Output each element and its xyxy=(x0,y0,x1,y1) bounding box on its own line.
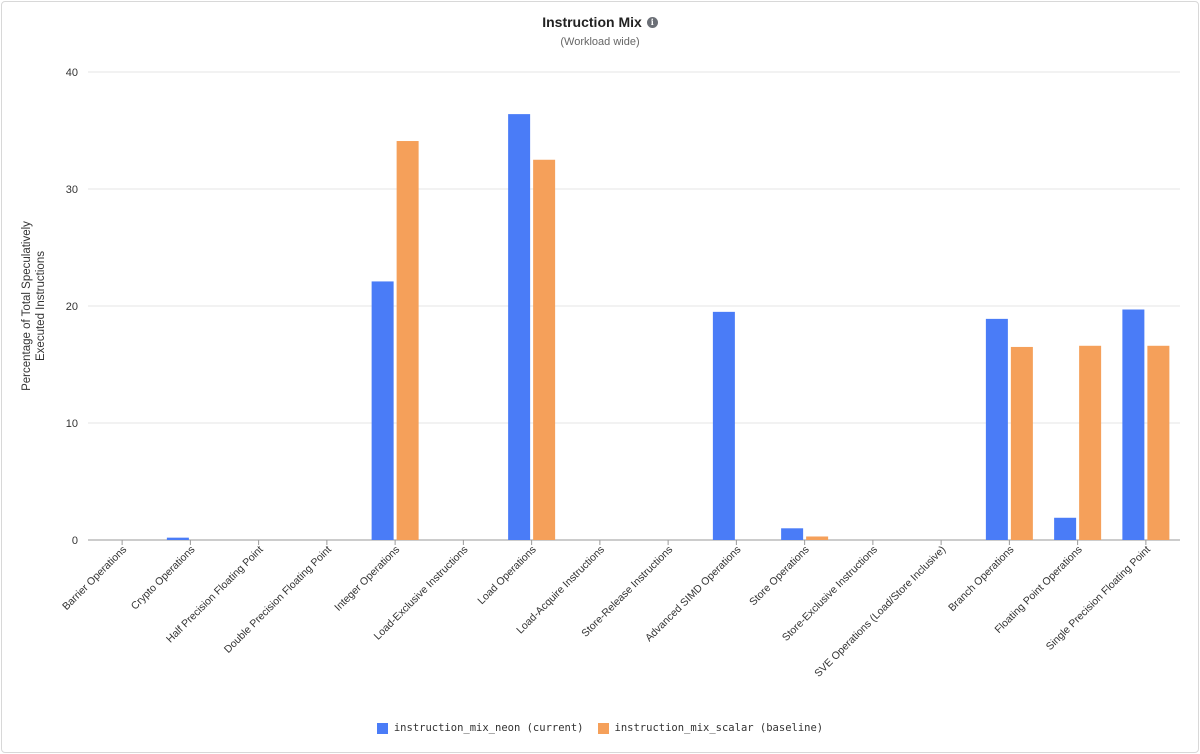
x-tick-label-14: Branch Operations xyxy=(946,544,1016,614)
legend-swatch-scalar xyxy=(597,722,609,734)
legend: instruction_mix_neon (current) instructi… xyxy=(0,722,1200,734)
bar-neon-2 xyxy=(166,537,189,540)
bar-neon-16 xyxy=(1122,309,1145,540)
x-tick-label-2: Crypto Operations xyxy=(129,544,198,613)
x-tick-label-1: Barrier Operations xyxy=(60,544,129,613)
bar-scalar-14 xyxy=(1010,346,1033,540)
legend-item-neon[interactable]: instruction_mix_neon (current) xyxy=(376,722,584,734)
legend-swatch-neon xyxy=(376,722,388,734)
bar-neon-5 xyxy=(371,281,394,540)
chart-subtitle: (Workload wide) xyxy=(560,36,640,48)
bar-neon-11 xyxy=(781,528,804,540)
bars xyxy=(166,114,1170,541)
x-tick-label-11: Store Operations xyxy=(747,544,812,609)
bar-neon-7 xyxy=(508,114,531,541)
x-tick-label-5: Integer Operations xyxy=(332,544,402,614)
chart-title-row: Instruction Mix i xyxy=(0,14,1200,30)
legend-label-scalar: instruction_mix_scalar (baseline) xyxy=(614,722,824,734)
bar-scalar-16 xyxy=(1147,345,1170,540)
bar-scalar-11 xyxy=(806,536,829,540)
bar-neon-14 xyxy=(985,318,1008,540)
bar-neon-15 xyxy=(1054,517,1077,540)
bar-neon-10 xyxy=(712,311,735,540)
legend-label-neon: instruction_mix_neon (current) xyxy=(393,722,584,734)
info-icon[interactable]: i xyxy=(646,17,658,28)
y-tick-label-30: 30 xyxy=(66,184,78,196)
x-tick-labels: Barrier Operations Crypto OperationsHalf … xyxy=(60,540,1153,680)
bar-scalar-15 xyxy=(1079,345,1102,540)
x-tick-label-7: Load Operations xyxy=(475,544,538,607)
chart-title: Instruction Mix xyxy=(542,14,642,30)
y-tick-label-0: 0 xyxy=(72,535,78,547)
legend-item-scalar[interactable]: instruction_mix_scalar (baseline) xyxy=(597,722,824,734)
x-tick-label-4: Double Precision Floating Point xyxy=(222,544,334,656)
bar-scalar-5 xyxy=(396,141,419,540)
x-tick-label-13: SVE Operations (Load/Store Inclusive) xyxy=(812,544,948,680)
y-tick-label-40: 40 xyxy=(66,67,78,79)
bar-scalar-7 xyxy=(533,159,556,540)
y-tick-label-10: 10 xyxy=(66,418,78,430)
y-tick-labels: 0 10 20 30 40 xyxy=(66,67,78,547)
y-tick-label-20: 20 xyxy=(66,301,78,313)
